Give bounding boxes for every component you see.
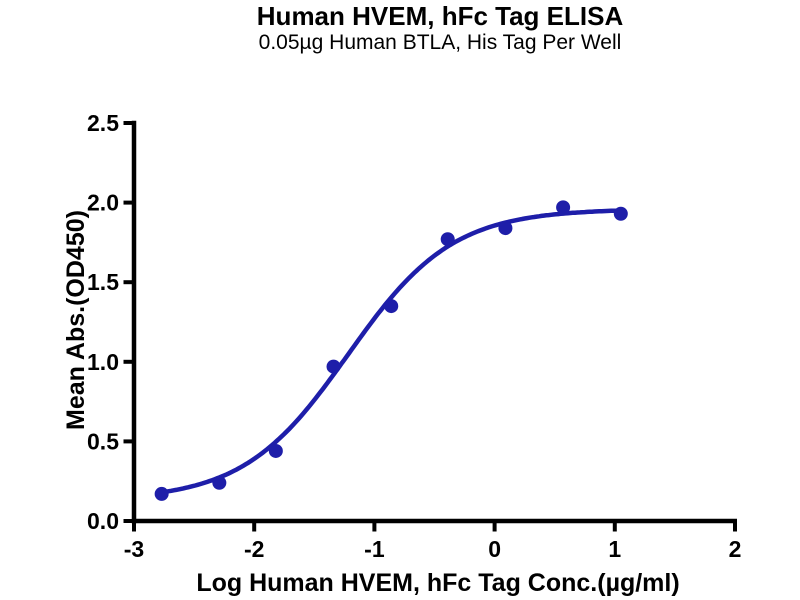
y-tick-label: 0.0	[87, 508, 119, 534]
y-tick-label: 0.5	[87, 428, 119, 454]
y-tick-label: 2.5	[87, 110, 119, 136]
x-tick-label: 0	[488, 536, 501, 562]
data-point	[268, 443, 283, 458]
fit-curve	[159, 208, 624, 495]
x-tick-label: -3	[124, 536, 144, 562]
y-tick-label: 1.0	[87, 349, 119, 375]
data-point	[154, 486, 169, 501]
data-point	[384, 299, 399, 314]
x-tick-label: 2	[729, 536, 742, 562]
x-axis-label: Log Human HVEM, hFc Tag Conc.(µg/ml)	[196, 569, 680, 597]
data-point	[498, 221, 513, 236]
chart-subtitle: 0.05µg Human BTLA, His Tag Per Well	[258, 31, 622, 54]
y-tick-label: 2.0	[87, 190, 119, 216]
data-point	[212, 475, 227, 490]
data-point	[613, 206, 628, 221]
x-tick-label: -1	[364, 536, 385, 562]
data-point	[440, 232, 455, 247]
data-point	[326, 359, 341, 374]
x-tick-label: -2	[244, 536, 264, 562]
x-tick-label: 1	[608, 536, 621, 562]
data-point	[556, 200, 571, 215]
y-tick-label: 1.5	[87, 269, 119, 295]
chart-title: Human HVEM, hFc Tag ELISA	[256, 1, 624, 31]
